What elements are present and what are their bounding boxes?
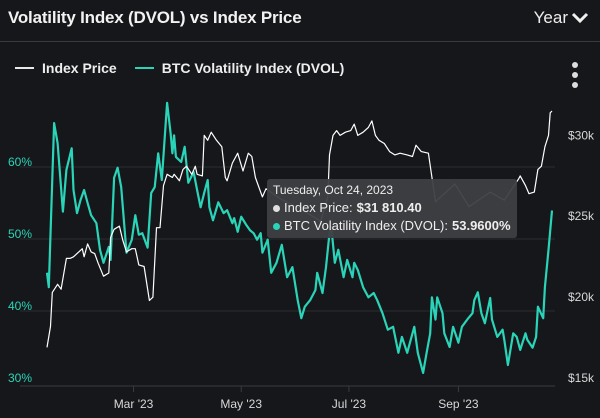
x-axis-tick-label: May '23 [220,397,262,411]
tooltip-row-dvol: BTC Volatility Index (DVOL): 53.9600% [273,217,517,235]
chart-header: Volatility Index (DVOL) vs Index Price Y… [0,0,600,42]
x-axis-tick-label: Jul '23 [332,397,367,411]
right-axis-tick-label: $25k [568,209,595,223]
right-axis-tick-label: $20k [568,290,595,304]
tooltip-label: BTC Volatility Index (DVOL): [284,218,448,233]
right-axis-tick-label: $15k [568,371,595,385]
tooltip-row-index-price: Index Price: $31 810.40 [273,199,517,217]
left-axis-tick-label: 50% [8,227,32,241]
tooltip: Tuesday, Oct 24, 2023 Index Price: $31 8… [267,179,517,238]
kebab-vertical-icon[interactable] [568,62,582,94]
x-axis-tick-label: Mar '23 [114,397,154,411]
legend: Index Price BTC Volatility Index (DVOL) [15,60,344,76]
legend-swatch [134,67,154,69]
chevron-down-icon [571,12,589,24]
x-axis-tick-label: Sep '23 [438,397,479,411]
legend-item-index-price[interactable]: Index Price [15,60,117,76]
tooltip-label: Index Price: [284,200,353,215]
right-axis-tick-label: $30k [568,128,595,142]
dot-icon [273,222,280,230]
legend-item-dvol[interactable]: BTC Volatility Index (DVOL) [134,60,345,76]
period-label: Year [533,8,568,27]
dot-icon [273,204,280,212]
tooltip-value: $31 810.40 [356,200,422,215]
left-axis-tick-label: 30% [8,371,32,385]
left-axis-tick-label: 40% [8,299,32,313]
index-price-series-line [46,110,553,348]
dvol-series-line [45,101,554,374]
legend-label: BTC Volatility Index (DVOL) [161,60,345,76]
left-axis-tick-label: 60% [8,155,32,169]
legend-label: Index Price [42,60,117,76]
period-selector[interactable]: Year [534,8,590,28]
tooltip-date: Tuesday, Oct 24, 2023 [273,183,394,197]
legend-swatch [15,67,34,69]
chart-title: Volatility Index (DVOL) vs Index Price [8,8,302,27]
tooltip-value: 53.9600% [452,218,511,233]
